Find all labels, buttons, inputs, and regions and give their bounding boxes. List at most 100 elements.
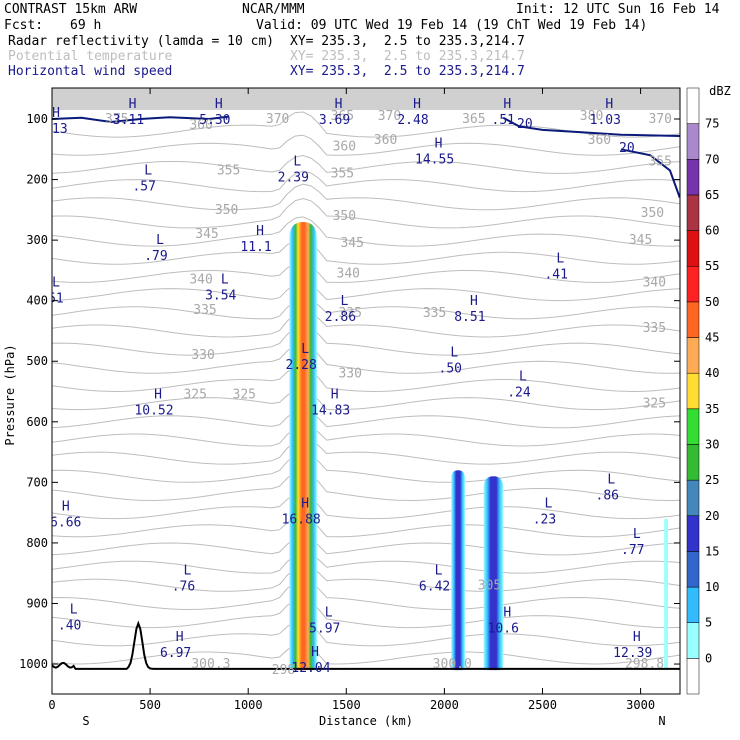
wind-extremum-value: 2.48 [397,113,428,128]
theta-contour-line [52,238,680,265]
colorbar-level-label: 50 [705,295,719,309]
theta-contour-label: 330 [338,366,361,381]
theta-contour-label: 355 [217,163,240,178]
wind-extremum-value: .24 [507,385,531,400]
wind-extremum-type: L [340,294,348,309]
theta-contour-line [52,516,680,538]
colorbar-level-label: 65 [705,188,719,202]
wind-extremum-value: 3.13 [36,122,67,137]
theta-contour-line [52,437,680,465]
wind-extremum-type: L [325,606,333,621]
terrain-line [52,620,680,670]
colorbar-level-label: 75 [705,117,719,131]
wind-extremum-type: H [154,388,162,403]
theta-contour-label: 365 [331,109,354,124]
wind-extremum-value: .76 [172,579,195,594]
y-tick-label: 900 [26,596,48,610]
colorbar-swatch [686,658,700,695]
theta-contour-line [52,183,680,211]
wind-extremum-value: 5.97 [309,622,340,637]
wind-extremum-value: 3.54 [205,289,236,304]
wind-extremum-value: 3.11 [113,113,144,128]
colorbar-swatch [686,301,700,338]
y-tick-label: 500 [26,354,48,368]
colorbar-level-label: 45 [705,331,719,345]
wind-extremum-type: L [70,603,78,618]
y-tick-label: 400 [26,294,48,308]
theta-contour-label: 305 [478,578,501,593]
theta-contour-line [52,470,680,502]
fcst-value: 69 h [70,18,102,33]
x-tick-label: 1000 [234,698,263,712]
colorbar-level-label: 10 [705,580,719,594]
field-xy-wind: XY= 235.3, 2.5 to 235.3,214.7 [290,64,525,79]
colorbar-swatch [686,265,700,303]
wind-extremum-value: 12.04 [291,661,330,676]
field-name-wind: Horizontal wind speed [8,64,173,79]
wind-extremum-value: 16.88 [282,513,321,528]
wind-extremum-value: 14.83 [311,404,350,419]
colorbar-swatch [686,87,700,124]
wind-extremum-type: L [52,276,60,291]
colorbar-swatch [686,194,700,231]
wind-speed-contour [52,115,229,124]
colorbar-swatch [686,337,700,374]
wind-extremum-value: 2.86 [325,310,356,325]
theta-contour-label: 300.0 [433,657,472,672]
theta-contour-line [52,216,680,247]
wind-extremum-type: L [545,497,553,512]
colorbar-level-label: 25 [705,473,719,487]
y-tick-label: 300 [26,233,48,247]
reflectivity-cell [483,476,504,671]
upper-boundary-band [52,88,680,110]
y-tick-label: 700 [26,475,48,489]
wind-extremum-value: 10.52 [134,404,173,419]
x-tick-label: 3000 [626,698,655,712]
theta-contour-label: 350 [333,209,356,224]
wind-extremum-type: L [435,563,443,578]
theta-contour-line [52,261,680,283]
colorbar-level-label: 15 [705,544,719,558]
colorbar-level-label: 35 [705,402,719,416]
colorbar-swatch [686,586,700,623]
wind-extremum-type: L [633,527,641,542]
colorbar-level-label: 40 [705,366,719,380]
theta-contour-label: 325 [233,388,256,403]
colorbar-level-label: 30 [705,437,719,451]
colorbar-swatch [686,515,700,552]
theta-contour-line [52,197,680,229]
theta-contour-line [52,452,680,483]
theta-contour-label: 330 [191,348,214,363]
y-tick-label: 200 [26,173,48,187]
theta-contour-line [52,620,680,647]
x-tick-label: 2500 [528,698,557,712]
x-tick-label: 2000 [430,698,459,712]
x-end-label-south: S [82,714,89,728]
wind-extremum-value: .51 [40,292,63,307]
theta-contour-label: 365 [462,112,485,127]
field-name-theta: Potential temperature [8,49,173,64]
theta-contour-label: 380 [580,109,603,124]
wind-extremum-value: 3.69 [319,113,350,128]
theta-contour-label: 355 [331,167,354,182]
colorbar-level-label: 20 [705,509,719,523]
theta-contour-label: 345 [340,236,363,251]
theta-contour-line [52,325,680,356]
theta-contour-label: 360 [374,133,397,148]
valid-time: Valid: 09 UTC Wed 19 Feb 14 (19 ChT Wed … [256,18,648,33]
wind-extremum-type: H [62,500,70,515]
wind-speed-contour [620,148,680,199]
theta-contour-line [52,366,680,393]
colorbar-swatch [686,622,700,659]
center-name: NCAR/MMM [242,2,305,17]
wind-extremum-value: 6.42 [419,579,450,594]
colorbar-unit: dBZ [709,84,731,98]
wind-extremum-value: .51 [492,113,515,128]
theta-contour-line [52,643,680,665]
wind-extremum-value: 2.28 [286,358,317,373]
theta-contour-label: 335 [338,306,361,321]
wind-extremum-type: H [256,224,264,239]
wind-extremum-value: 16.66 [42,516,81,531]
theta-contour-label: 360 [588,133,611,148]
